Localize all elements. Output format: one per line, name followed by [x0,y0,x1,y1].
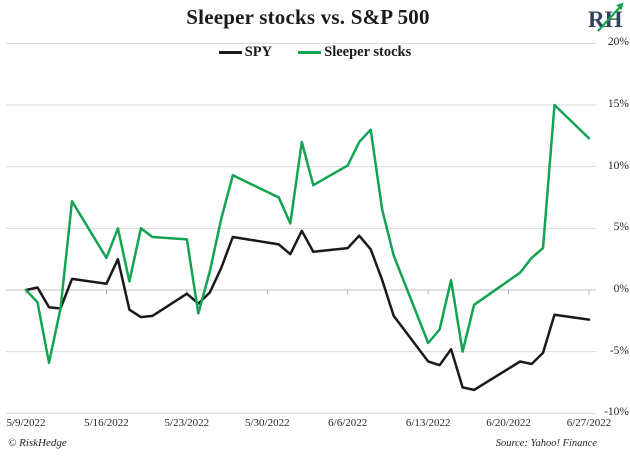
legend-item-sleeper: Sleeper stocks [298,44,411,61]
copyright-note: © RiskHedge [8,437,67,449]
x-axis-label: 6/6/2022 [328,417,368,429]
x-axis-label: 5/23/2022 [164,417,210,429]
sleeper-line-swatch [298,50,322,54]
y-axis-label: 5% [613,221,629,234]
series-line-spy [24,229,591,392]
legend: SPY Sleeper stocks [0,43,630,61]
x-axis-label: 6/13/2022 [405,417,451,429]
chart-title: Sleeper stocks vs. S&P 500 [186,5,430,29]
x-axis-label: 5/16/2022 [84,417,129,429]
series-line-sleeper-stocks [24,103,591,365]
y-axis-label: -10% [604,406,629,419]
source-note: Source: Yahoo! Finance [495,438,597,449]
y-axis-label: 20% [607,36,629,49]
x-axis-label: 6/27/2022 [566,417,612,429]
x-axis-label: 5/9/2022 [6,417,46,429]
y-axis-label: 15% [607,98,629,110]
y-axis-label: -5% [609,344,629,357]
x-axis-label: 5/30/2022 [244,417,290,429]
spy-line-swatch [218,50,242,54]
legend-item-spy: SPY [218,43,273,61]
y-axis-label: 10% [607,159,629,172]
y-axis-label: 0% [613,283,629,295]
logo-arrow-icon [597,2,624,32]
legend-label-spy: SPY [244,43,273,60]
riskhedge-logo: RH [588,2,624,32]
x-axis-label: 6/20/2022 [486,417,531,429]
legend-label-sleeper: Sleeper stocks [324,43,412,60]
